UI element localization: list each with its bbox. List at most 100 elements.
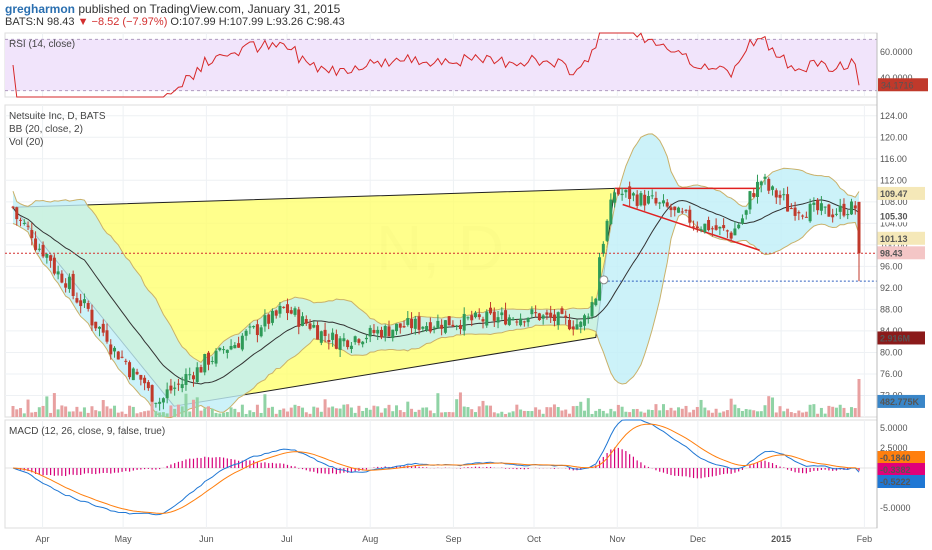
volume-bar (372, 405, 376, 417)
volume-bar (613, 411, 617, 417)
candle-body (225, 349, 229, 353)
candle-body (714, 225, 718, 230)
candle-body (417, 316, 421, 330)
volume-bar (252, 412, 256, 417)
x-tick-label: Aug (362, 534, 378, 544)
volume-bar (778, 406, 782, 417)
candle-body (229, 345, 233, 350)
ohlc-values: O:107.99 H:107.99 L:93.26 C:98.43 (170, 16, 345, 28)
price-tick-label: 100.00 (880, 240, 908, 250)
volume-bar (522, 410, 526, 417)
volume-bar (293, 404, 297, 417)
candle-body (222, 349, 226, 351)
x-tick-label: May (115, 534, 133, 544)
candle-body (665, 202, 669, 207)
volume-bar (669, 407, 673, 417)
candle-body (522, 321, 526, 323)
candle-body (722, 225, 726, 229)
candle-body (673, 206, 677, 211)
volume-bar (650, 410, 654, 417)
candle-body (481, 319, 485, 322)
price-tick-label: 112.00 (880, 175, 907, 185)
candle-body (139, 374, 143, 380)
candle-body (485, 311, 489, 326)
candle-body (755, 181, 759, 197)
volume-bar (105, 406, 109, 417)
volume-bar (782, 411, 786, 417)
rsi-value-label: 34.1716 (881, 80, 914, 90)
candle-body (274, 310, 278, 316)
candle-body (191, 375, 195, 380)
volume-bar (346, 404, 350, 417)
candle-body (327, 339, 331, 342)
candle-body (395, 323, 399, 332)
candle-body (30, 230, 34, 239)
volume-bar (71, 411, 75, 417)
candle-body (842, 203, 846, 216)
volume-bar (417, 409, 421, 417)
candle-body (237, 343, 241, 348)
candle-body (161, 398, 165, 403)
volume-bar (214, 412, 218, 417)
candle-body (834, 213, 838, 215)
volume-bar (677, 407, 681, 417)
volume-bar (308, 413, 312, 417)
volume-bar (842, 407, 846, 417)
volume-bar (113, 405, 117, 417)
volume-bar (786, 408, 790, 417)
volume-bar (154, 411, 158, 417)
candle-body (631, 193, 635, 196)
volume-bar (831, 406, 835, 417)
volume-bar (11, 405, 15, 417)
candle-body (154, 402, 158, 404)
candle-body (203, 353, 207, 373)
candle-body (199, 367, 203, 373)
volume-bar (52, 393, 56, 417)
candle-body (165, 389, 169, 399)
candle-body (338, 338, 342, 350)
volume-bar (421, 407, 425, 417)
author-link[interactable]: gregharmon (5, 2, 76, 16)
x-tick-label: Apr (36, 534, 50, 544)
volume-bar (207, 406, 211, 417)
price-tick-label: 84.00 (880, 326, 903, 336)
rsi-band (5, 39, 877, 91)
x-tick-label: Jul (281, 534, 293, 544)
volume-bar (210, 408, 214, 417)
candle-body (504, 310, 508, 325)
volume-bar (481, 400, 485, 417)
x-tick-label: Dec (690, 534, 707, 544)
candle-body (428, 322, 432, 332)
volume-bar (240, 404, 244, 417)
volume-bar (297, 405, 301, 417)
candle-body (447, 316, 451, 326)
published-text: published on TradingView.com, January 31… (78, 2, 341, 16)
candle-body (173, 387, 177, 389)
volume-bar (395, 405, 399, 417)
volume-bar (601, 410, 605, 417)
volume-bar (60, 405, 64, 417)
volume-bar (233, 408, 237, 417)
candle-body (684, 209, 688, 211)
candle-body (549, 312, 553, 318)
volume-bar (79, 411, 83, 417)
volume-bar (176, 404, 180, 417)
candle-body (316, 325, 320, 340)
volume-bar (609, 408, 613, 417)
volume-bar (458, 392, 462, 417)
volume-bar (398, 410, 402, 417)
volume-bar (255, 404, 259, 417)
candle-body (710, 228, 714, 230)
volume-bar (628, 412, 632, 417)
candle-body (124, 360, 128, 362)
candle-body (101, 323, 105, 333)
volume-bar (37, 407, 41, 417)
candle-body (534, 312, 538, 314)
volume-bar (368, 409, 372, 417)
candle-body (793, 207, 797, 216)
volume-bar (349, 407, 353, 417)
candle-body (733, 228, 737, 236)
signal-value-tag (877, 451, 925, 464)
candle-body (376, 329, 380, 334)
